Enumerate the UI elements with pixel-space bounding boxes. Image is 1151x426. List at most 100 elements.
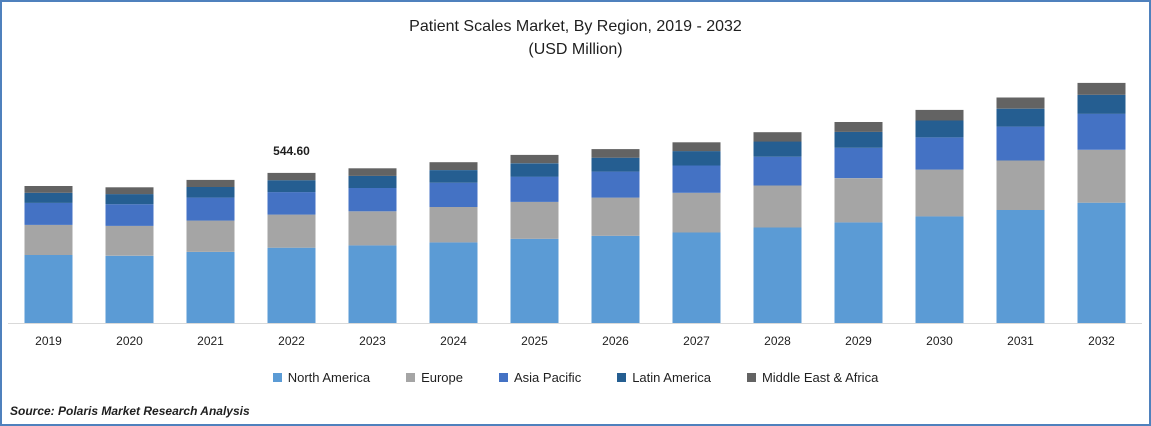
legend-item-middle-east-africa: Middle East & Africa bbox=[746, 370, 879, 385]
bar-segment-2031-asia-pacific bbox=[996, 126, 1045, 161]
bar-segment-2028-europe bbox=[753, 185, 802, 228]
bar-segment-2019-north-america bbox=[24, 255, 73, 323]
bar-segment-2032-north-america bbox=[1077, 202, 1126, 323]
bar-segment-2024-middle-east-africa bbox=[429, 162, 478, 170]
bar-segment-2020-europe bbox=[105, 225, 154, 256]
bar-segment-2031-europe bbox=[996, 160, 1045, 210]
bar-segment-2030-north-america bbox=[915, 216, 964, 323]
x-tick-label-2030: 2030 bbox=[926, 334, 953, 348]
bar-segment-2021-middle-east-africa bbox=[186, 179, 235, 187]
bar-segment-2022-asia-pacific bbox=[267, 192, 316, 215]
bar-segment-2031-latin-america bbox=[996, 108, 1045, 127]
bar-segment-2029-north-america bbox=[834, 222, 883, 323]
bar-segment-2029-latin-america bbox=[834, 131, 883, 148]
x-tick-label-2023: 2023 bbox=[359, 334, 386, 348]
legend-label-asia-pacific: Asia Pacific bbox=[514, 370, 582, 385]
legend-swatch-north-america bbox=[272, 373, 282, 382]
legend-item-europe: Europe bbox=[406, 370, 463, 385]
bar-segment-2022-europe bbox=[267, 214, 316, 248]
bar-segment-2029-middle-east-africa bbox=[834, 122, 883, 132]
bar-segment-2027-north-america bbox=[672, 232, 721, 323]
x-tick-label-2022: 2022 bbox=[278, 334, 305, 348]
bar-segment-2030-asia-pacific bbox=[915, 137, 964, 170]
bar-segment-2023-europe bbox=[348, 211, 397, 246]
x-tick-label-2025: 2025 bbox=[521, 334, 548, 348]
bar-segment-2028-asia-pacific bbox=[753, 156, 802, 186]
bar-segment-2020-north-america bbox=[105, 255, 154, 323]
chart-legend: North America Europe Asia Pacific Latin … bbox=[2, 370, 1149, 385]
x-tick-label-2020: 2020 bbox=[116, 334, 143, 348]
legend-swatch-europe bbox=[406, 373, 416, 382]
x-tick-label-2032: 2032 bbox=[1088, 334, 1115, 348]
bar-segment-2027-europe bbox=[672, 192, 721, 233]
bar-segment-2025-north-america bbox=[510, 238, 559, 323]
bar-segment-2026-north-america bbox=[591, 235, 640, 323]
bar-segment-2028-middle-east-africa bbox=[753, 132, 802, 142]
bar-segment-2025-asia-pacific bbox=[510, 176, 559, 202]
bar-segment-2021-north-america bbox=[186, 252, 235, 323]
bar-segment-2031-north-america bbox=[996, 210, 1045, 323]
bar-segment-2024-europe bbox=[429, 207, 478, 243]
bar-segment-2027-asia-pacific bbox=[672, 165, 721, 193]
bar-segment-2019-asia-pacific bbox=[24, 202, 73, 225]
bar-segment-2030-middle-east-africa bbox=[915, 109, 964, 121]
legend-label-north-america: North America bbox=[287, 370, 371, 385]
legend-item-asia-pacific: Asia Pacific bbox=[499, 370, 581, 385]
legend-swatch-latin-america bbox=[617, 373, 627, 382]
x-tick-label-2027: 2027 bbox=[683, 334, 710, 348]
bar-segment-2032-latin-america bbox=[1077, 94, 1126, 114]
source-note: Source: Polaris Market Research Analysis bbox=[10, 404, 250, 418]
bar-segment-2022-latin-america bbox=[267, 180, 316, 193]
legend-label-europe: Europe bbox=[421, 370, 463, 385]
legend-item-latin-america: Latin America bbox=[617, 370, 711, 385]
bar-segment-2027-middle-east-africa bbox=[672, 142, 721, 152]
bar-segment-2024-latin-america bbox=[429, 170, 478, 183]
bar-segment-2026-asia-pacific bbox=[591, 171, 640, 198]
bar-segment-2029-asia-pacific bbox=[834, 147, 883, 179]
bar-segment-2026-middle-east-africa bbox=[591, 149, 640, 158]
bar-segment-2020-latin-america bbox=[105, 194, 154, 205]
bar-segment-2032-middle-east-africa bbox=[1077, 82, 1126, 95]
bar-segment-2031-middle-east-africa bbox=[996, 97, 1045, 109]
bar-segment-2019-latin-america bbox=[24, 192, 73, 203]
bar-segment-2023-north-america bbox=[348, 245, 397, 323]
bar-segment-2028-latin-america bbox=[753, 141, 802, 157]
chart-subtitle: (USD Million) bbox=[528, 41, 623, 58]
x-tick-label-2021: 2021 bbox=[197, 334, 224, 348]
bar-segment-2022-north-america bbox=[267, 247, 316, 323]
bar-segment-2019-middle-east-africa bbox=[24, 186, 73, 193]
bar-segment-2020-middle-east-africa bbox=[105, 187, 154, 195]
data-label-2022: 544.60 bbox=[273, 144, 310, 158]
legend-swatch-asia-pacific bbox=[499, 373, 508, 382]
bar-segment-2023-middle-east-africa bbox=[348, 168, 397, 176]
bar-segment-2030-europe bbox=[915, 169, 964, 217]
bar-segment-2028-north-america bbox=[753, 227, 802, 323]
bar-segment-2020-asia-pacific bbox=[105, 204, 154, 226]
bar-segment-2019-europe bbox=[24, 224, 73, 255]
x-tick-label-2019: 2019 bbox=[35, 334, 62, 348]
x-tick-label-2028: 2028 bbox=[764, 334, 791, 348]
x-tick-label-2024: 2024 bbox=[440, 334, 467, 348]
bar-segment-2026-latin-america bbox=[591, 157, 640, 172]
bar-segment-2025-middle-east-africa bbox=[510, 154, 559, 164]
bar-segment-2023-latin-america bbox=[348, 175, 397, 188]
legend-label-middle-east-africa: Middle East & Africa bbox=[761, 370, 879, 385]
bar-segment-2021-asia-pacific bbox=[186, 197, 235, 221]
bar-segment-2032-asia-pacific bbox=[1077, 113, 1126, 150]
bar-segment-2023-asia-pacific bbox=[348, 188, 397, 212]
bar-segment-2025-europe bbox=[510, 201, 559, 239]
stacked-bar-chart: 2019 2020 2021 2022 544.60 2023 2024 2025 2026 20… bbox=[8, 82, 1142, 348]
bar-segment-2021-latin-america bbox=[186, 187, 235, 198]
x-tick-label-2029: 2029 bbox=[845, 334, 872, 348]
x-tick-label-2031: 2031 bbox=[1007, 334, 1034, 348]
legend-swatch-middle-east-africa bbox=[746, 373, 756, 382]
chart-title: Patient Scales Market, By Region, 2019 -… bbox=[409, 18, 742, 35]
bar-segment-2026-europe bbox=[591, 197, 640, 236]
bar-segment-2030-latin-america bbox=[915, 120, 964, 138]
bar-segment-2022-middle-east-africa bbox=[267, 172, 316, 181]
bar-segment-2029-europe bbox=[834, 178, 883, 223]
bar-segment-2032-europe bbox=[1077, 149, 1126, 203]
bar-segment-2024-north-america bbox=[429, 242, 478, 323]
bar-segment-2027-latin-america bbox=[672, 151, 721, 166]
